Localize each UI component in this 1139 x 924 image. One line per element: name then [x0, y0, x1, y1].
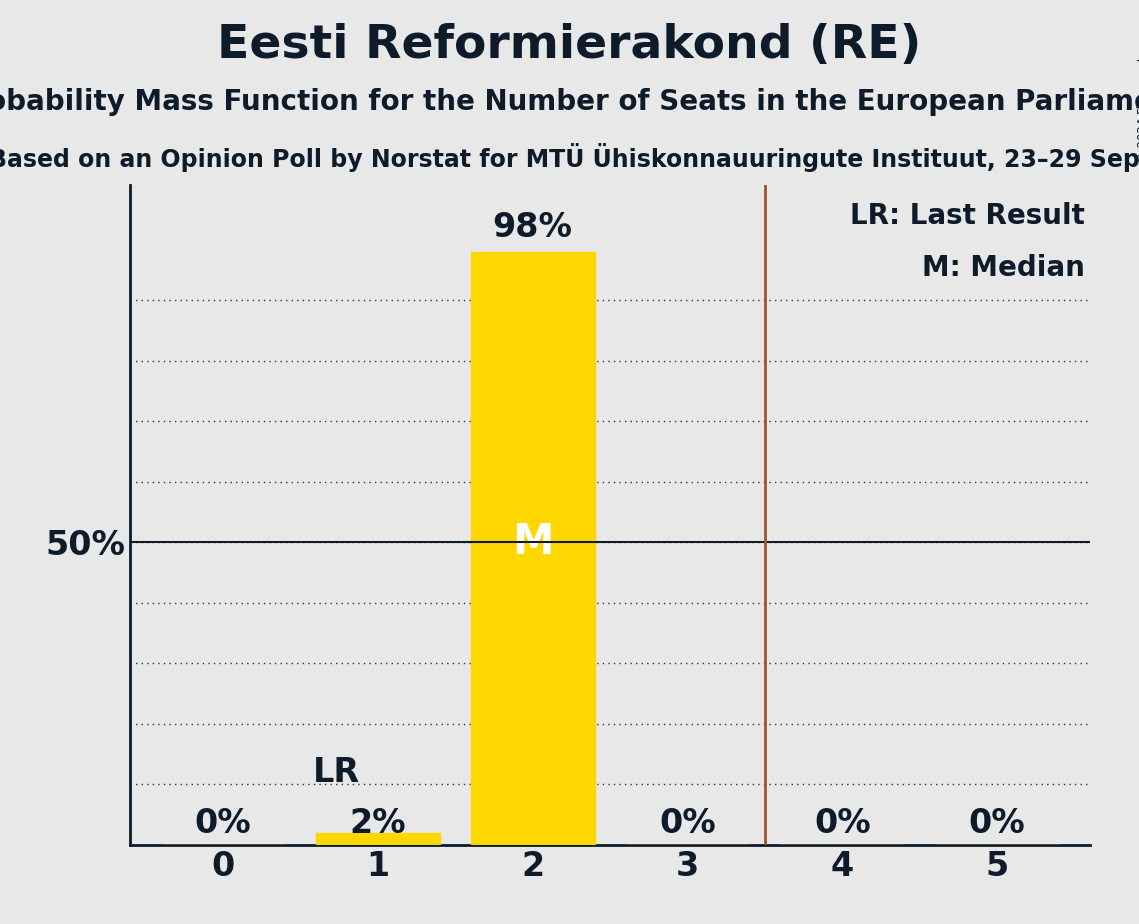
Text: 0%: 0% — [195, 808, 252, 840]
Text: M: M — [511, 521, 554, 564]
Text: M: Median: M: Median — [923, 254, 1085, 283]
Text: © 2024 Filip van Laenen: © 2024 Filip van Laenen — [1137, 18, 1139, 164]
Text: Based on an Opinion Poll by Norstat for MTÜ Ühiskonnauuringute Instituut, 23–29 : Based on an Opinion Poll by Norstat for … — [0, 143, 1139, 172]
Text: 0%: 0% — [659, 808, 715, 840]
Text: Eesti Reformierakond (RE): Eesti Reformierakond (RE) — [218, 23, 921, 68]
Text: Probability Mass Function for the Number of Seats in the European Parliament: Probability Mass Function for the Number… — [0, 88, 1139, 116]
Text: 0%: 0% — [814, 808, 870, 840]
Text: 0%: 0% — [969, 808, 1025, 840]
Bar — [470, 251, 595, 845]
Text: 2%: 2% — [350, 808, 405, 840]
Text: 98%: 98% — [493, 212, 573, 244]
Text: LR: Last Result: LR: Last Result — [851, 201, 1085, 229]
Text: LR: LR — [313, 756, 360, 789]
Bar — [316, 833, 440, 845]
